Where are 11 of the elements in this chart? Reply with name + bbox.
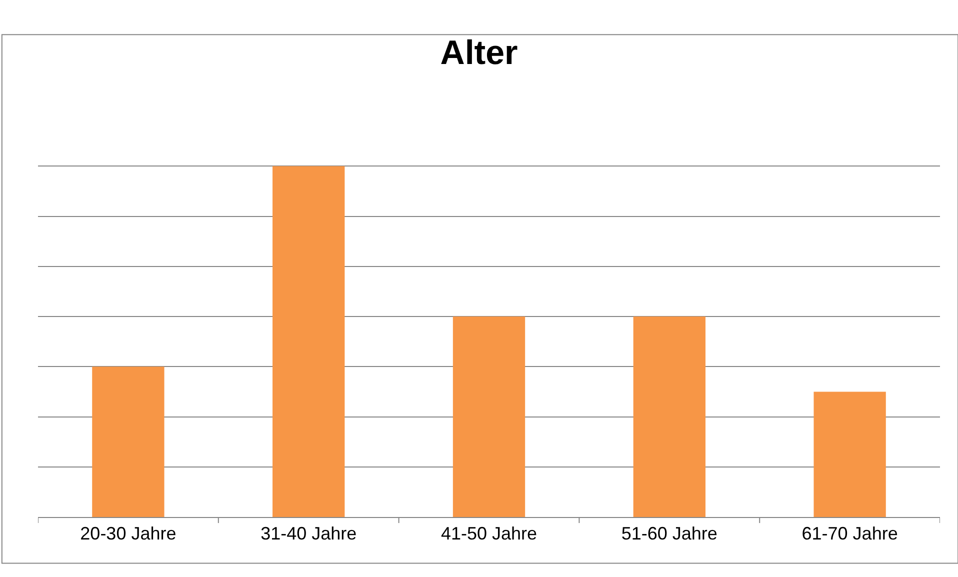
bar: [92, 366, 164, 517]
x-tick-label: 51-60 Jahre: [621, 524, 718, 544]
x-tick-label: 20-30 Jahre: [80, 524, 176, 544]
bar: [814, 392, 886, 517]
chart-title: Alter: [440, 34, 518, 72]
x-tick-label: 41-50 Jahre: [440, 524, 538, 544]
x-tick-label: 31-40 Jahre: [260, 524, 357, 544]
bar: [633, 316, 706, 517]
x-tick-label: 61-70 Jahre: [802, 524, 898, 544]
bar: [452, 316, 526, 517]
bar: [272, 166, 345, 517]
